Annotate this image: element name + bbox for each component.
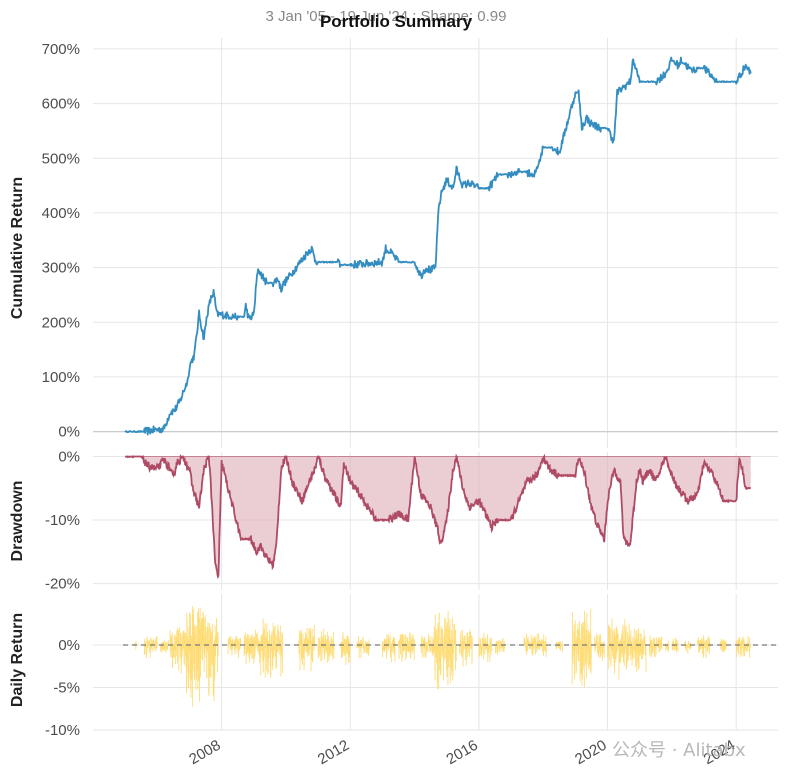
y-tick-label: 500% bbox=[42, 150, 80, 167]
chart-title: Portfolio Summary bbox=[320, 12, 473, 31]
cumulative-return-panel: 0% 100% 200% 300% 400% 500% 600% 700% Cumulative… bbox=[9, 38, 778, 448]
y-tick-label: 400% bbox=[42, 205, 80, 222]
x-tick-label: 2020 bbox=[572, 737, 609, 768]
y-tick-label: 100% bbox=[42, 369, 80, 386]
y-tick-label: -10% bbox=[45, 722, 80, 739]
y-tick-label: 700% bbox=[42, 41, 80, 58]
cumulative-axis-title: Cumulative Return bbox=[9, 177, 26, 319]
daily-return-panel: 0% -5% -10% Daily Return bbox=[9, 594, 778, 739]
y-tick-label: 200% bbox=[42, 314, 80, 331]
y-tick-label: 0% bbox=[58, 424, 80, 441]
daily-return-bars bbox=[134, 606, 751, 707]
y-tick-label: -20% bbox=[45, 576, 80, 593]
daily-axis-title: Daily Return bbox=[9, 613, 26, 707]
cumulative-return-line bbox=[124, 56, 752, 436]
drawdown-axis-title: Drawdown bbox=[9, 481, 26, 562]
y-tick-label: -5% bbox=[53, 680, 80, 697]
watermark: 公众号 · Alitabx bbox=[612, 740, 746, 761]
y-tick-label: 0% bbox=[58, 448, 80, 465]
y-tick-label: 300% bbox=[42, 260, 80, 277]
y-tick-label: 600% bbox=[42, 96, 80, 113]
drawdown-panel: 0% -10% -20% Drawdown bbox=[9, 448, 778, 593]
drawdown-line bbox=[125, 453, 752, 579]
x-tick-label: 2008 bbox=[186, 737, 223, 768]
drawdown-area bbox=[125, 456, 751, 577]
x-tick-label: 2016 bbox=[444, 737, 481, 768]
x-tick-label: 2012 bbox=[315, 737, 352, 768]
y-tick-label: -10% bbox=[45, 512, 80, 529]
chart-subtitle: 3 Jan '05 - 19 Jun '24 ; Sharpe: 0.99 bbox=[266, 8, 507, 25]
y-tick-label: 0% bbox=[58, 637, 80, 654]
